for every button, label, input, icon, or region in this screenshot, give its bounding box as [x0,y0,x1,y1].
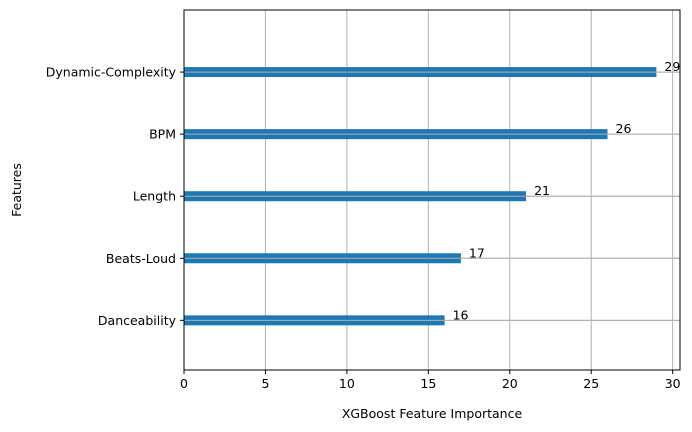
x-tick-label: 20 [502,376,518,391]
x-tick-label: 10 [339,376,355,391]
x-tick-label: 15 [420,376,436,391]
y-tick-label: Length [133,189,176,204]
bars [184,67,680,326]
bar-value-label: 16 [453,307,469,322]
y-tick-label: Danceability [98,313,177,328]
y-axis-ticks: Dynamic-Complexity BPM Length Beats-Loud Dan… [46,65,184,328]
bar-value-label: 17 [469,245,485,260]
x-tick-label: 0 [180,376,188,391]
y-axis-label: Features [9,163,24,217]
x-tick-label: 25 [583,376,599,391]
y-tick-label: BPM [149,127,176,142]
y-tick-label: Beats-Loud [106,251,176,266]
bar-value-label: 26 [616,121,632,136]
x-tick-label: 30 [665,376,681,391]
x-tick-label: 5 [261,376,269,391]
plot-frame [183,9,681,371]
bar-value-labels: 29 26 21 17 16 [453,59,681,322]
x-axis-ticks: 0 5 10 15 20 25 30 [180,370,681,391]
x-axis-label: XGBoost Feature Importance [342,406,523,421]
bar-value-label: 21 [534,183,550,198]
bar-value-label: 29 [664,59,680,74]
y-tick-label: Dynamic-Complexity [46,65,177,80]
